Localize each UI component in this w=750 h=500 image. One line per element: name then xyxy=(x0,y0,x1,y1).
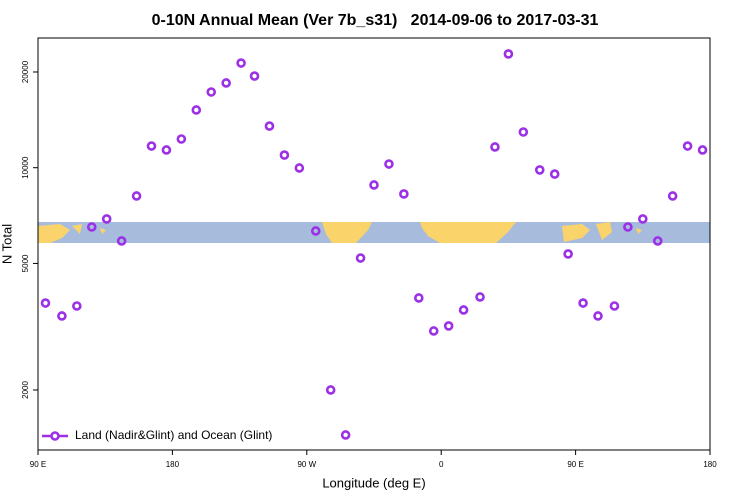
y-tick-label: 10000 xyxy=(21,156,30,179)
point xyxy=(384,159,394,169)
y-tick-label: 2000 xyxy=(21,381,30,399)
point xyxy=(236,58,246,68)
point xyxy=(40,298,51,308)
point xyxy=(682,141,693,151)
point xyxy=(264,121,275,131)
point xyxy=(249,71,260,81)
point xyxy=(72,301,82,311)
point xyxy=(399,189,409,199)
point xyxy=(221,78,231,88)
x-tick-label: 90 E xyxy=(567,460,583,469)
plot-frame xyxy=(37,37,711,451)
point xyxy=(534,165,545,175)
x-tick-label: 180 xyxy=(166,460,180,469)
point xyxy=(101,214,112,224)
point xyxy=(191,105,202,115)
point xyxy=(310,226,321,236)
point xyxy=(161,145,172,155)
point xyxy=(637,214,648,224)
point xyxy=(490,142,500,152)
point xyxy=(146,141,157,151)
point xyxy=(593,311,603,321)
point xyxy=(443,321,454,331)
point xyxy=(413,293,424,303)
map-band xyxy=(38,222,710,243)
point xyxy=(623,222,633,232)
point xyxy=(279,150,290,160)
point xyxy=(503,49,514,59)
y-tick-label: 5000 xyxy=(21,254,30,272)
point xyxy=(369,180,379,190)
chart-title: 0-10N Annual Mean (Ver 7b_s31) 2014-09-0… xyxy=(152,12,599,29)
x-tick-label: 0 xyxy=(439,460,444,469)
legend-label: Land (Nadir&Glint) and Ocean (Glint) xyxy=(75,428,272,442)
point xyxy=(176,134,187,144)
point xyxy=(667,191,678,201)
point xyxy=(294,163,305,173)
point xyxy=(428,326,439,336)
point xyxy=(131,191,142,201)
x-tick-label: 90 W xyxy=(297,460,316,469)
point xyxy=(609,301,620,311)
point xyxy=(116,236,127,246)
point xyxy=(652,236,663,246)
point xyxy=(355,253,366,263)
point xyxy=(697,145,708,155)
x-tick-label: 90 E xyxy=(30,460,46,469)
x-axis-title: Longitude (deg E) xyxy=(322,475,425,490)
point xyxy=(325,385,336,395)
point xyxy=(549,169,560,179)
point xyxy=(206,87,217,97)
point xyxy=(578,298,588,308)
point xyxy=(518,127,529,137)
point xyxy=(57,311,67,321)
y-axis-title: N Total xyxy=(0,224,14,264)
point xyxy=(563,249,573,259)
point xyxy=(86,222,97,232)
y-tick-label: 20000 xyxy=(21,60,30,83)
legend-marker xyxy=(50,431,60,441)
point xyxy=(340,430,351,440)
point xyxy=(475,292,485,302)
point xyxy=(458,305,469,315)
x-tick-label: 180 xyxy=(703,460,717,469)
